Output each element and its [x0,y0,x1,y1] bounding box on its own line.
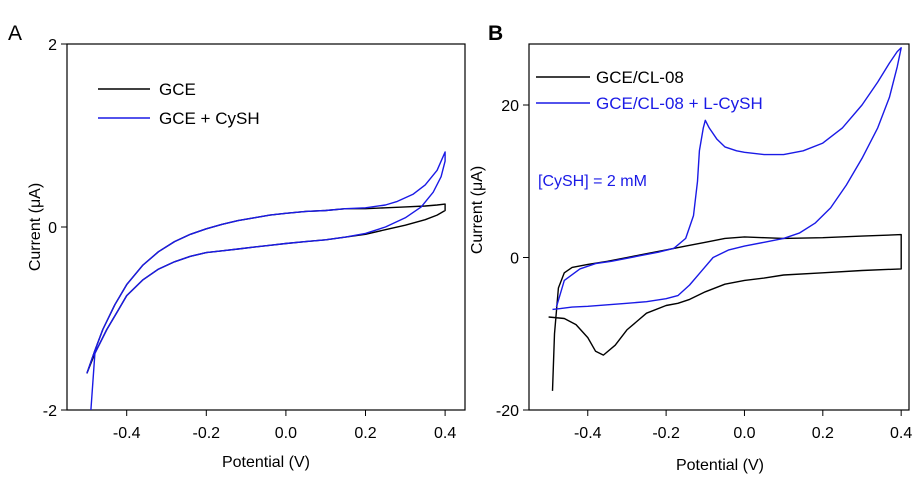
y-tick-label-b: 20 [501,98,519,115]
x-axis-label-a: Potential (V) [222,454,310,471]
panel-label-a: A [8,22,22,45]
y-tick-label-b: 0 [510,251,519,268]
legend-label-gce-cl08: GCE/CL-08 [596,68,684,87]
series-lines-b [548,47,902,391]
series-line-a-1 [86,151,446,411]
ticks-b: -0.4 -0.2 0.0 0.2 0.4 -20 0 20 [496,98,913,442]
x-tick-label-b: -0.4 [574,425,602,442]
series-line-b-0 [548,233,902,391]
x-axis-label-b: Potential (V) [676,457,764,474]
x-tick-label-a: -0.4 [113,425,141,442]
x-tick-label-b: 0.2 [812,425,834,442]
x-tick-label-a: 0.0 [275,425,297,442]
series-lines-a [86,151,446,411]
y-axis-label-a: Current (μA) [27,183,44,271]
legend-a: GCE GCE + CySH [98,80,260,128]
plot-frame-a [66,43,466,411]
y-tick-label-a: -2 [43,403,57,420]
x-tick-label-a: 0.2 [354,425,376,442]
x-tick-label-b: 0.4 [890,425,912,442]
y-tick-label-a: 2 [48,37,57,54]
x-tick-label-a: 0.4 [434,425,456,442]
y-axis-label-b: Current (μA) [469,166,486,254]
y-tick-label-a: 0 [48,220,57,237]
x-tick-label-a: -0.2 [193,425,221,442]
legend-label-gce-cysh: GCE + CySH [159,109,260,128]
x-tick-label-b: 0.0 [733,425,755,442]
series-line-a-0 [86,203,446,374]
panel-a: A -0.4 -0.2 0.0 0.2 0.4 -2 0 2 Potential (V) Cu… [8,22,466,471]
x-tick-label-b: -0.2 [652,425,680,442]
ticks-a: -0.4 -0.2 0.0 0.2 0.4 -2 0 2 [43,37,457,442]
legend-b: GCE/CL-08 GCE/CL-08 + L-CySH [536,68,763,113]
plot-frame-b [528,43,910,411]
legend-label-gce-cl08-cysh: GCE/CL-08 + L-CySH [596,94,763,113]
panel-label-b: B [488,22,503,45]
legend-label-gce: GCE [159,80,196,99]
concentration-annotation: [CySH] = 2 mM [538,173,647,190]
series-line-b-1 [552,47,902,311]
y-tick-label-b: -20 [496,403,519,420]
